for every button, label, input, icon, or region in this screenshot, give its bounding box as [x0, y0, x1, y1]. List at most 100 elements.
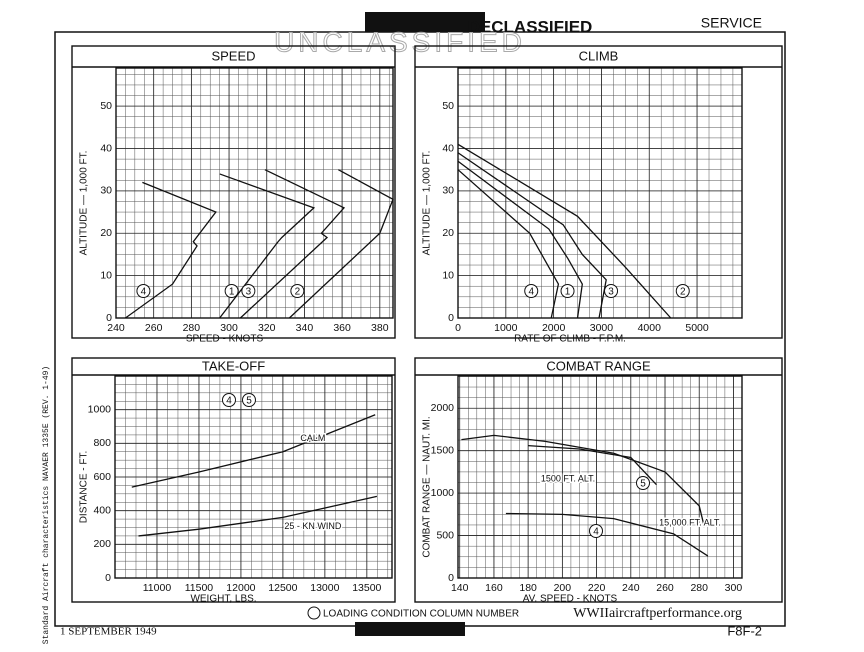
y-axis-label: ALTITUDE — 1,000 FT. [422, 151, 433, 256]
series-line [457, 152, 607, 319]
y-tick-label: 400 [93, 504, 111, 516]
series-label: 4 [593, 527, 599, 538]
y-tick-label: 50 [100, 100, 112, 112]
series-label: 25 - KN WIND [284, 521, 342, 531]
x-tick-label: 260 [656, 582, 674, 594]
x-tick-label: 1000 [494, 322, 518, 334]
y-tick-label: 1000 [431, 487, 455, 499]
series-label: 3 [608, 287, 614, 298]
y-tick-label: 10 [442, 269, 454, 281]
panel [414, 357, 783, 603]
series-line [288, 169, 394, 319]
series-label: 2 [680, 287, 686, 298]
x-tick-label: 240 [622, 582, 640, 594]
x-tick-label: 13500 [352, 582, 381, 594]
redaction [365, 12, 485, 32]
series-line [528, 444, 657, 486]
series-marker-circle [560, 284, 575, 298]
annotation: 4 [226, 396, 232, 407]
x-tick-label: 260 [145, 322, 163, 334]
y-axis-label: ALTITUDE — 1,000 FT. [79, 151, 90, 256]
series-line [457, 169, 560, 319]
x-axis-label: AV. SPEED - KNOTS [523, 594, 618, 605]
series-marker-circle [136, 284, 151, 298]
series-line [461, 434, 705, 528]
chart-title: CLIMB [579, 48, 619, 63]
x-tick-label: 140 [451, 582, 469, 594]
stamp: DECLASSIFIED [468, 17, 593, 36]
x-tick-label: 13000 [310, 582, 339, 594]
series-label: 1500 FT. ALT. [541, 473, 595, 483]
series-line [219, 173, 316, 319]
x-tick-label: 340 [296, 322, 314, 334]
x-axis-label: WEIGHT, LBS. [190, 594, 256, 605]
x-tick-label: 12500 [268, 582, 297, 594]
series-line [239, 169, 346, 319]
series-marker-circle [675, 284, 690, 298]
y-tick-label: 0 [106, 312, 112, 324]
panel [414, 45, 783, 339]
x-tick-label: 280 [690, 582, 708, 594]
x-tick-label: 320 [258, 322, 276, 334]
y-tick-label: 500 [436, 529, 454, 541]
series-label: 1 [229, 287, 235, 298]
series-label: 2 [295, 287, 301, 298]
series-line [457, 143, 672, 319]
series-line [125, 181, 217, 319]
series-marker-circle [290, 284, 305, 298]
series-line [457, 160, 583, 319]
x-tick-label: 300 [725, 582, 743, 594]
series-label: 15,000 FT. ALT. [659, 517, 721, 527]
y-tick-label: 30 [100, 185, 112, 197]
y-tick-label: 10 [100, 269, 112, 281]
y-axis-label: COMBAT RANGE — NAUT. MI. [422, 416, 433, 557]
frame [54, 31, 786, 627]
x-axis-label: RATE OF CLIMB - F.P.M. [514, 334, 626, 345]
date: 1 SEPTEMBER 1949 [60, 626, 157, 638]
x-tick-label: 180 [519, 582, 537, 594]
plot-area [115, 67, 394, 319]
y-tick-label: 50 [442, 100, 454, 112]
chart-title: COMBAT RANGE [546, 358, 651, 373]
x-tick-label: 3000 [590, 322, 614, 334]
series-marker-circle [241, 284, 256, 298]
chart-title: TAKE-OFF [202, 358, 265, 373]
y-tick-label: 20 [100, 227, 112, 239]
chart-title: SPEED [211, 48, 255, 63]
side-note: Standard Aircraft characteristics NAVAER… [42, 366, 51, 644]
x-tick-label: 11000 [143, 582, 172, 594]
plot-area [457, 67, 743, 319]
series-marker-circle [224, 284, 239, 298]
x-tick-label: 240 [107, 322, 125, 334]
plot-area [114, 375, 393, 579]
series-marker-circle [604, 284, 619, 298]
annotation-circle [242, 393, 256, 407]
x-tick-label: 380 [371, 322, 389, 334]
series-line [138, 495, 378, 537]
annotation: 5 [640, 479, 646, 490]
x-tick-label: 200 [554, 582, 572, 594]
y-tick-label: 2000 [431, 402, 455, 414]
y-tick-label: 800 [93, 437, 111, 449]
x-tick-label: 2000 [542, 322, 566, 334]
x-tick-label: 280 [183, 322, 201, 334]
legend-note: LOADING CONDITION COLUMN NUMBER [323, 609, 519, 620]
series-marker-circle [524, 284, 539, 298]
y-tick-label: 600 [93, 471, 111, 483]
y-tick-label: 40 [100, 142, 112, 154]
x-tick-label: 160 [485, 582, 503, 594]
y-tick-label: 30 [442, 185, 454, 197]
redaction [355, 622, 465, 636]
service: SERVICE [701, 15, 762, 31]
y-tick-label: 1500 [431, 444, 455, 456]
annotation-circle [636, 476, 650, 490]
y-tick-label: 200 [93, 538, 111, 550]
x-tick-label: 12000 [226, 582, 255, 594]
y-tick-label: 20 [442, 227, 454, 239]
plot-area [457, 375, 743, 579]
legend-circle [307, 606, 321, 620]
x-tick-label: 220 [588, 582, 606, 594]
series-label: 4 [528, 287, 534, 298]
panel [71, 45, 396, 339]
